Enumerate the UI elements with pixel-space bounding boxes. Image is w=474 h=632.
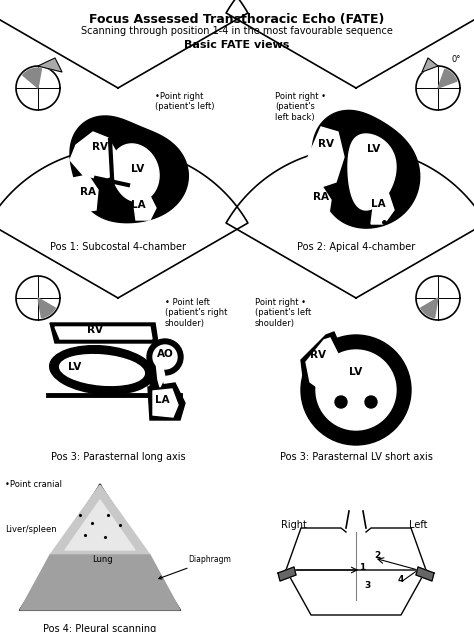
Text: 0°: 0° <box>452 55 461 64</box>
Circle shape <box>147 339 183 375</box>
Text: 1: 1 <box>359 563 365 572</box>
Polygon shape <box>226 148 474 298</box>
Text: Right: Right <box>281 520 307 530</box>
Text: LA: LA <box>371 199 385 209</box>
Text: RV: RV <box>310 350 326 360</box>
Wedge shape <box>438 70 457 88</box>
Polygon shape <box>50 485 150 555</box>
Wedge shape <box>421 298 438 318</box>
Polygon shape <box>306 338 342 390</box>
Text: Lung: Lung <box>91 555 112 564</box>
Polygon shape <box>70 175 98 212</box>
Polygon shape <box>422 58 438 72</box>
Text: 2: 2 <box>374 551 380 560</box>
Wedge shape <box>23 68 41 88</box>
Polygon shape <box>155 353 165 387</box>
Text: Basic FATE views: Basic FATE views <box>184 40 290 50</box>
Text: RV: RV <box>92 142 108 152</box>
Circle shape <box>316 350 396 430</box>
Text: Focus Assessed Transthoracic Echo (FATE): Focus Assessed Transthoracic Echo (FATE) <box>89 13 385 26</box>
Text: 3: 3 <box>364 581 370 590</box>
Polygon shape <box>286 570 426 615</box>
Text: Liver/spleen: Liver/spleen <box>5 525 56 534</box>
Ellipse shape <box>341 473 371 511</box>
Polygon shape <box>148 383 185 420</box>
Text: Scanning through position 1-4 in the most favourable sequence: Scanning through position 1-4 in the mos… <box>81 26 393 36</box>
Text: LA: LA <box>155 395 169 405</box>
Polygon shape <box>301 332 346 395</box>
Polygon shape <box>20 555 180 610</box>
Polygon shape <box>371 192 394 224</box>
Polygon shape <box>278 567 296 581</box>
Circle shape <box>301 335 411 445</box>
Text: Pos 4: Pleural scanning: Pos 4: Pleural scanning <box>44 624 156 632</box>
Polygon shape <box>0 148 248 298</box>
Polygon shape <box>0 0 248 88</box>
Text: Pos 2: Apical 4-chamber: Pos 2: Apical 4-chamber <box>297 242 415 252</box>
Polygon shape <box>301 180 331 222</box>
Text: RV: RV <box>318 139 334 149</box>
Text: RV: RV <box>87 325 103 335</box>
Polygon shape <box>153 389 178 417</box>
Text: Point right •
(patient's
left back): Point right • (patient's left back) <box>275 92 326 122</box>
Text: • Point left
(patient's right
shoulder): • Point left (patient's right shoulder) <box>165 298 228 328</box>
Text: •Point cranial: •Point cranial <box>5 480 62 489</box>
Polygon shape <box>286 530 426 570</box>
Text: LA: LA <box>131 200 146 210</box>
Polygon shape <box>150 347 168 400</box>
Ellipse shape <box>60 355 145 386</box>
Circle shape <box>153 345 177 369</box>
Polygon shape <box>304 127 344 187</box>
Text: Left: Left <box>409 520 427 530</box>
Text: RA: RA <box>80 187 96 197</box>
Circle shape <box>365 396 377 408</box>
Polygon shape <box>133 192 156 220</box>
Text: Pos 3: Parasternal LV short axis: Pos 3: Parasternal LV short axis <box>280 452 432 462</box>
Text: LV: LV <box>131 164 145 174</box>
Text: LV: LV <box>349 367 363 377</box>
Text: Point right •
(patient's left
shoulder): Point right • (patient's left shoulder) <box>255 298 311 328</box>
Polygon shape <box>416 567 434 581</box>
Text: LV: LV <box>68 362 82 372</box>
Wedge shape <box>38 298 55 318</box>
Text: Pos 1: Subcostal 4-chamber: Pos 1: Subcostal 4-chamber <box>50 242 186 252</box>
Polygon shape <box>226 0 474 88</box>
Polygon shape <box>70 116 188 222</box>
Polygon shape <box>65 500 135 550</box>
Text: 4: 4 <box>398 575 404 584</box>
Text: RA: RA <box>313 192 329 202</box>
Polygon shape <box>55 327 152 339</box>
Polygon shape <box>312 111 419 228</box>
Polygon shape <box>38 58 62 72</box>
Text: •Point right
(patient's left): •Point right (patient's left) <box>155 92 215 111</box>
Polygon shape <box>70 132 118 180</box>
Circle shape <box>335 396 347 408</box>
Text: Diaphragm: Diaphragm <box>159 556 231 579</box>
Polygon shape <box>348 134 396 210</box>
Polygon shape <box>20 485 180 610</box>
Text: Pos 3: Parasternal long axis: Pos 3: Parasternal long axis <box>51 452 185 462</box>
Ellipse shape <box>50 346 155 394</box>
Polygon shape <box>50 323 158 343</box>
Polygon shape <box>111 144 159 202</box>
Text: AO: AO <box>156 349 173 359</box>
Text: LV: LV <box>367 144 381 154</box>
